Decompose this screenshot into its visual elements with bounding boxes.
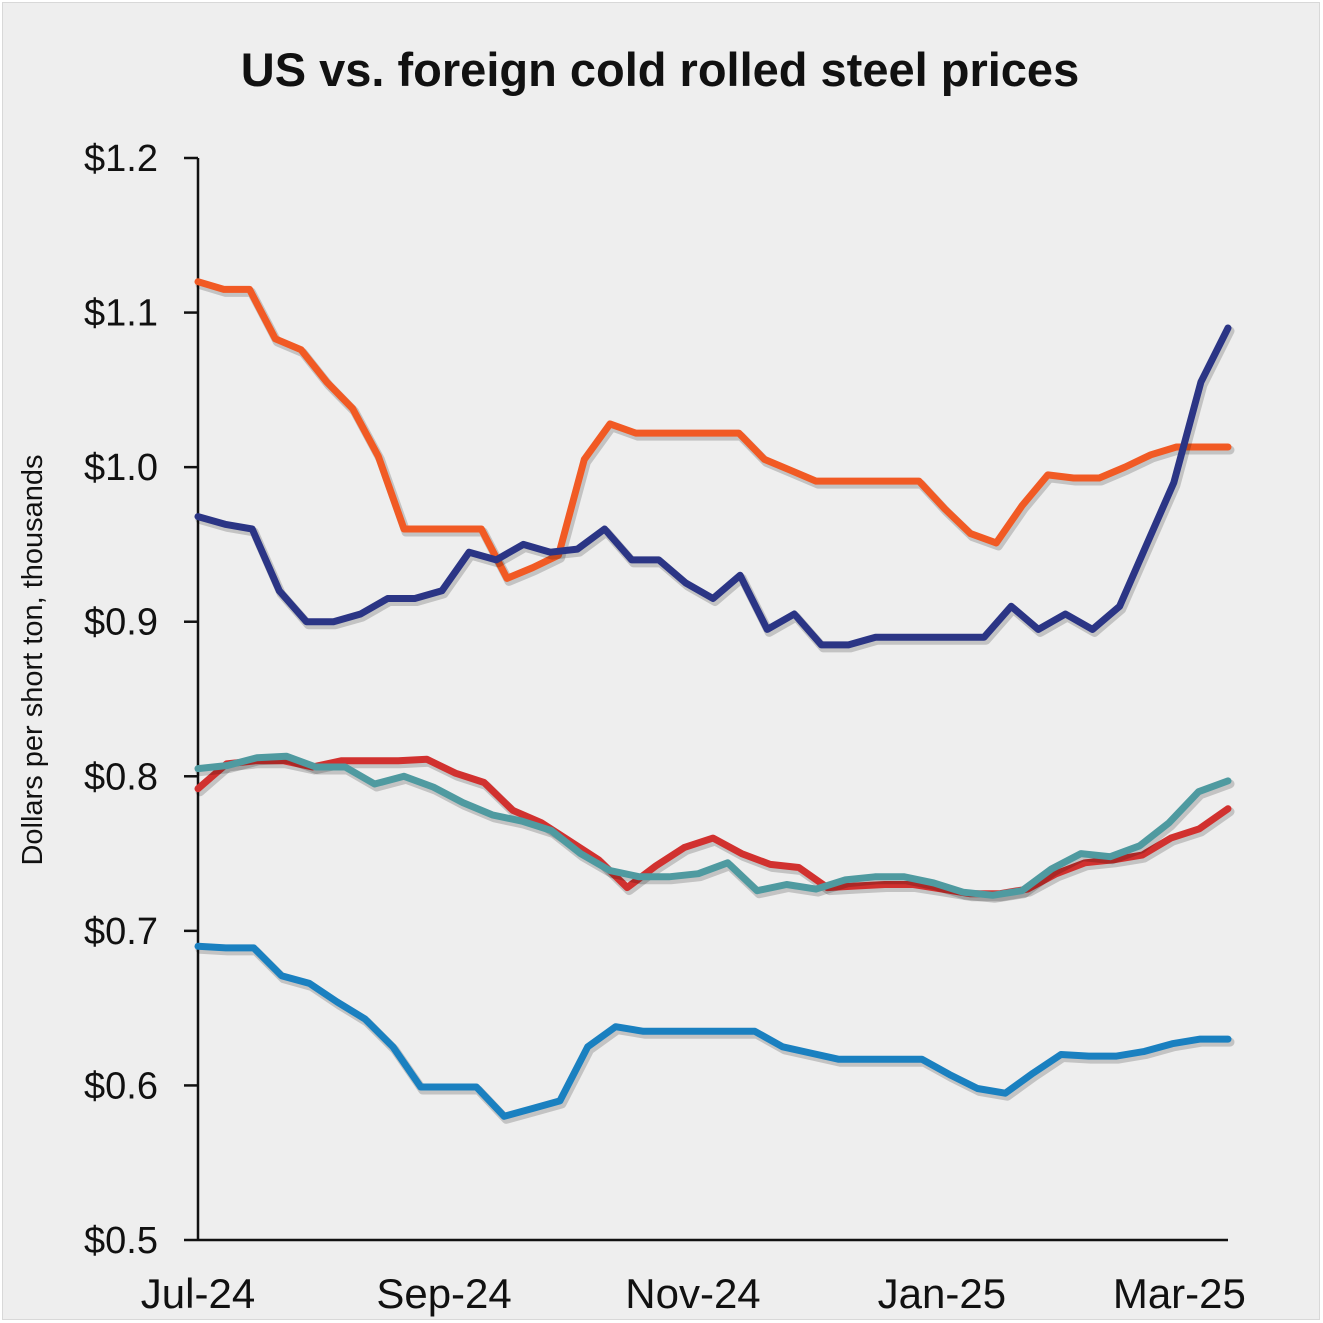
y-tick-label: $1.0 — [84, 447, 158, 489]
axes — [196, 158, 1228, 1242]
y-tick-label: $0.8 — [84, 756, 158, 798]
x-tick-label: Jan-25 — [878, 1270, 1006, 1317]
y-tick-label: $0.9 — [84, 602, 158, 644]
x-tick-label: Nov-24 — [625, 1270, 760, 1317]
y-tick-label: $0.6 — [84, 1065, 158, 1107]
series-line — [194, 278, 1232, 582]
y-tick-label: $0.5 — [84, 1220, 158, 1262]
x-tick-label: Sep-24 — [376, 1270, 511, 1317]
series-line — [194, 755, 1232, 898]
y-tick-labels: $0.5 $0.6 $0.7 $0.8 $0.9 $1.0 $1.1 $1.2 — [84, 138, 198, 1262]
x-tick-label: Jul-24 — [141, 1270, 255, 1317]
x-tick-label: Mar-25 — [1113, 1270, 1246, 1317]
y-tick-label: $1.1 — [84, 293, 158, 335]
series-line — [194, 942, 1232, 1120]
series-line — [194, 752, 1232, 899]
series-line-shadow — [195, 754, 1235, 903]
chart-title: US vs. foreign cold rolled steel prices — [241, 43, 1079, 96]
x-tick-labels: Jul-24 Sep-24 Nov-24 Jan-25 Mar-25 — [141, 1270, 1246, 1317]
series-line-shadow — [195, 757, 1235, 902]
y-tick-label: $1.2 — [84, 138, 158, 180]
series-line-shadow — [195, 326, 1235, 653]
y-tick-label: $0.7 — [84, 911, 158, 953]
y-axis-label: Dollars per short ton, thousands — [17, 454, 49, 865]
series-lines — [194, 278, 1235, 1124]
series-line — [194, 324, 1232, 649]
